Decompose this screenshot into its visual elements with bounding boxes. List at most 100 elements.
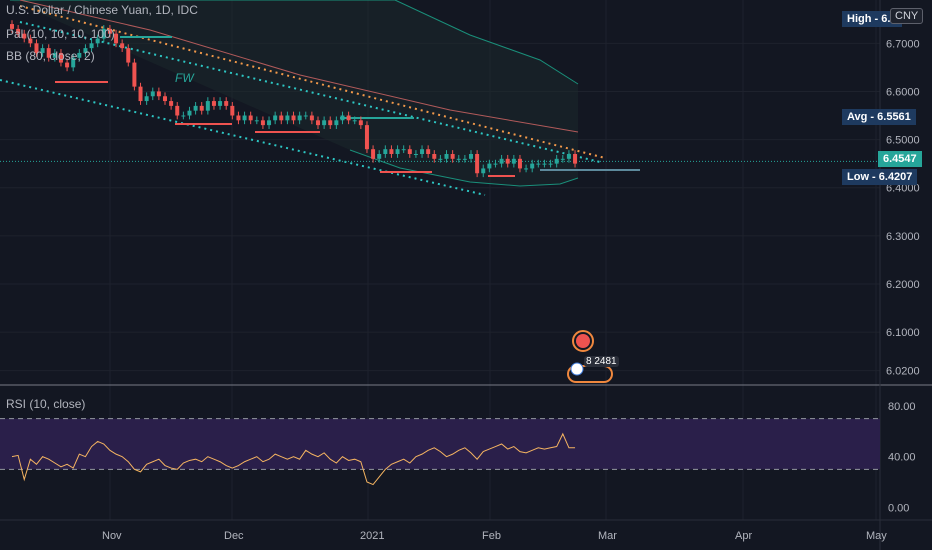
candle-body	[107, 28, 112, 34]
candle-body	[493, 163, 498, 165]
candle-body	[401, 149, 406, 151]
candle-body	[444, 154, 449, 159]
candle-body	[536, 163, 541, 165]
fw-annotation: FW	[175, 71, 194, 85]
price-axis-label: 6.1000	[886, 327, 920, 339]
candle-body	[193, 105, 198, 111]
high-price-tag: High - 6.7	[842, 11, 902, 27]
candle-body	[144, 96, 149, 102]
candle-body	[297, 115, 302, 121]
bollinger-lower-line	[349, 149, 579, 187]
candle-body	[211, 101, 216, 106]
rsi-axis-label: 80.00	[888, 401, 916, 413]
candle-body	[260, 120, 265, 126]
candle-body	[28, 38, 33, 44]
candle-body	[389, 149, 394, 154]
candle-body	[169, 101, 174, 106]
price-axis-label: 6.4000	[886, 183, 920, 195]
event-dot-icon	[576, 334, 590, 348]
candle-body	[138, 86, 143, 102]
candle-body	[573, 154, 578, 164]
bollinger-middle-line	[19, 0, 579, 133]
candle-body	[218, 101, 223, 106]
candle-body	[273, 115, 278, 121]
candle-body	[524, 168, 529, 170]
candle-body	[377, 154, 382, 159]
price-axis-label: 6.3000	[886, 231, 920, 243]
price-axis-label: 6.2000	[886, 279, 920, 291]
low-price-tag: Low - 6.4207	[842, 169, 918, 185]
candle-body	[322, 120, 327, 126]
symbol-legend[interactable]: U.S. Dollar / Chinese Yuan, 1D, IDC	[6, 3, 198, 17]
candle-body	[358, 120, 363, 126]
candle-body	[95, 38, 100, 44]
candle-body	[364, 125, 369, 150]
candle-body	[530, 163, 535, 169]
candle-body	[371, 149, 376, 159]
candle-body	[517, 158, 522, 169]
candle-body	[52, 52, 57, 58]
rsi-legend[interactable]: RSI (10, close)	[6, 397, 86, 411]
candle-body	[481, 168, 486, 174]
candle-body	[450, 154, 455, 159]
candle-body	[420, 149, 425, 154]
indicator-legend-bb[interactable]: BB (80, close, 2)	[6, 49, 95, 63]
candle-body	[224, 101, 229, 106]
candle-body	[65, 62, 70, 68]
candle-body	[407, 149, 412, 154]
candle-body	[487, 163, 492, 169]
candle-body	[71, 57, 76, 68]
candle-body	[10, 24, 14, 29]
time-axis-label: Apr	[735, 530, 752, 542]
candle-body	[40, 48, 45, 53]
bollinger-band-fill	[10, 0, 578, 186]
candle-body	[242, 115, 247, 121]
candle-body	[175, 105, 180, 116]
candle-body	[309, 115, 314, 121]
candle-body	[267, 120, 272, 126]
indicator-legend-pal[interactable]: Pal (10, 10, 10, 100)	[6, 27, 115, 41]
candle-body	[205, 101, 210, 111]
event-ring-icon	[572, 330, 594, 352]
candle-body	[163, 96, 167, 102]
candle-body	[126, 48, 131, 63]
candle-body	[438, 158, 443, 160]
candle-body	[199, 105, 204, 111]
last-price-tag: 6.4547	[878, 151, 922, 167]
candle-body	[462, 158, 467, 160]
candle-body	[181, 115, 186, 117]
candle-body	[58, 52, 63, 63]
candle-body	[279, 115, 284, 121]
candle-body	[334, 120, 339, 126]
candle-body	[566, 154, 571, 159]
event-badge: 8 2481	[584, 356, 619, 367]
rsi-line	[11, 432, 576, 486]
candle-body	[101, 28, 106, 39]
price-axis-label: 6.6000	[886, 86, 920, 98]
candle-body	[77, 52, 82, 58]
candle-body	[456, 158, 461, 160]
time-axis-label: May	[866, 530, 887, 542]
us-flag-icon	[570, 362, 584, 376]
candle-body	[542, 163, 547, 165]
candle-body	[499, 158, 504, 164]
time-axis-label: Feb	[482, 530, 501, 542]
currency-button[interactable]: CNY	[890, 8, 924, 24]
time-axis-label: Dec	[224, 530, 244, 542]
candle-body	[554, 158, 559, 164]
candle-body	[230, 105, 235, 116]
candle-body	[150, 91, 155, 97]
candle-body	[22, 33, 27, 39]
bollinger-upper-line	[10, 0, 579, 85]
rsi-pane	[0, 418, 880, 486]
candle-body	[340, 115, 345, 121]
candle-body	[114, 33, 119, 44]
candle-body	[432, 154, 437, 159]
candle-body	[475, 154, 480, 174]
candle-body	[413, 154, 418, 155]
candle-body	[505, 158, 510, 164]
candle-body	[352, 120, 357, 122]
candle-body	[560, 158, 565, 160]
candle-body	[120, 43, 125, 49]
